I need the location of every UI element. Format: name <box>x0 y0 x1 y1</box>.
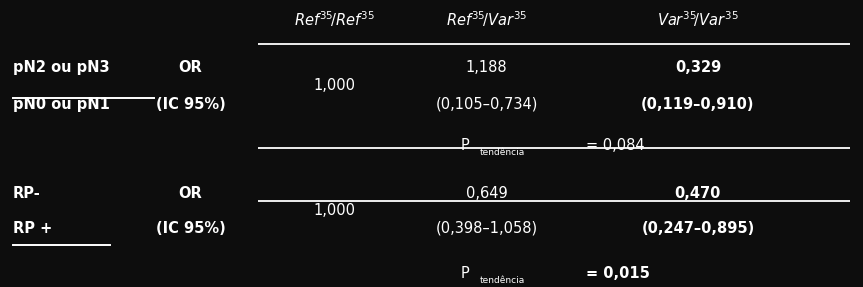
Text: (IC 95%): (IC 95%) <box>155 221 225 236</box>
Text: (0,247–0,895): (0,247–0,895) <box>641 221 754 236</box>
Text: tendência: tendência <box>480 148 525 157</box>
Text: P: P <box>461 266 469 281</box>
Text: (IC 95%): (IC 95%) <box>155 97 225 112</box>
Text: $\mathit{Var}^{35}\!/\mathit{Var}^{35}$: $\mathit{Var}^{35}\!/\mathit{Var}^{35}$ <box>657 10 739 29</box>
Text: 1,188: 1,188 <box>466 60 507 75</box>
Text: pN2 ou pN3: pN2 ou pN3 <box>13 60 110 75</box>
Text: (0,398–1,058): (0,398–1,058) <box>436 221 538 236</box>
Text: 0,649: 0,649 <box>466 186 507 201</box>
Text: 0,329: 0,329 <box>675 60 721 75</box>
Text: (0,119–0,910): (0,119–0,910) <box>641 97 754 112</box>
Text: P: P <box>461 138 469 153</box>
Text: pN0 ou pN1: pN0 ou pN1 <box>13 97 110 112</box>
Text: (0,105–0,734): (0,105–0,734) <box>435 97 538 112</box>
Text: $\mathit{Ref}^{35}\!/\mathit{Var}^{35}$: $\mathit{Ref}^{35}\!/\mathit{Var}^{35}$ <box>445 10 527 29</box>
Text: 1,000: 1,000 <box>313 203 356 218</box>
Text: RP +: RP + <box>13 221 52 236</box>
Text: tendência: tendência <box>480 276 525 285</box>
Text: 0,470: 0,470 <box>675 186 721 201</box>
Text: OR: OR <box>179 186 202 201</box>
Text: = 0,084: = 0,084 <box>586 138 645 153</box>
Text: $\mathit{Ref}^{35}\!/\mathit{Ref}^{35}$: $\mathit{Ref}^{35}\!/\mathit{Ref}^{35}$ <box>293 10 375 29</box>
Text: RP-: RP- <box>13 186 41 201</box>
Text: OR: OR <box>179 60 202 75</box>
Text: = 0,015: = 0,015 <box>586 266 650 281</box>
Text: 1,000: 1,000 <box>313 78 356 93</box>
